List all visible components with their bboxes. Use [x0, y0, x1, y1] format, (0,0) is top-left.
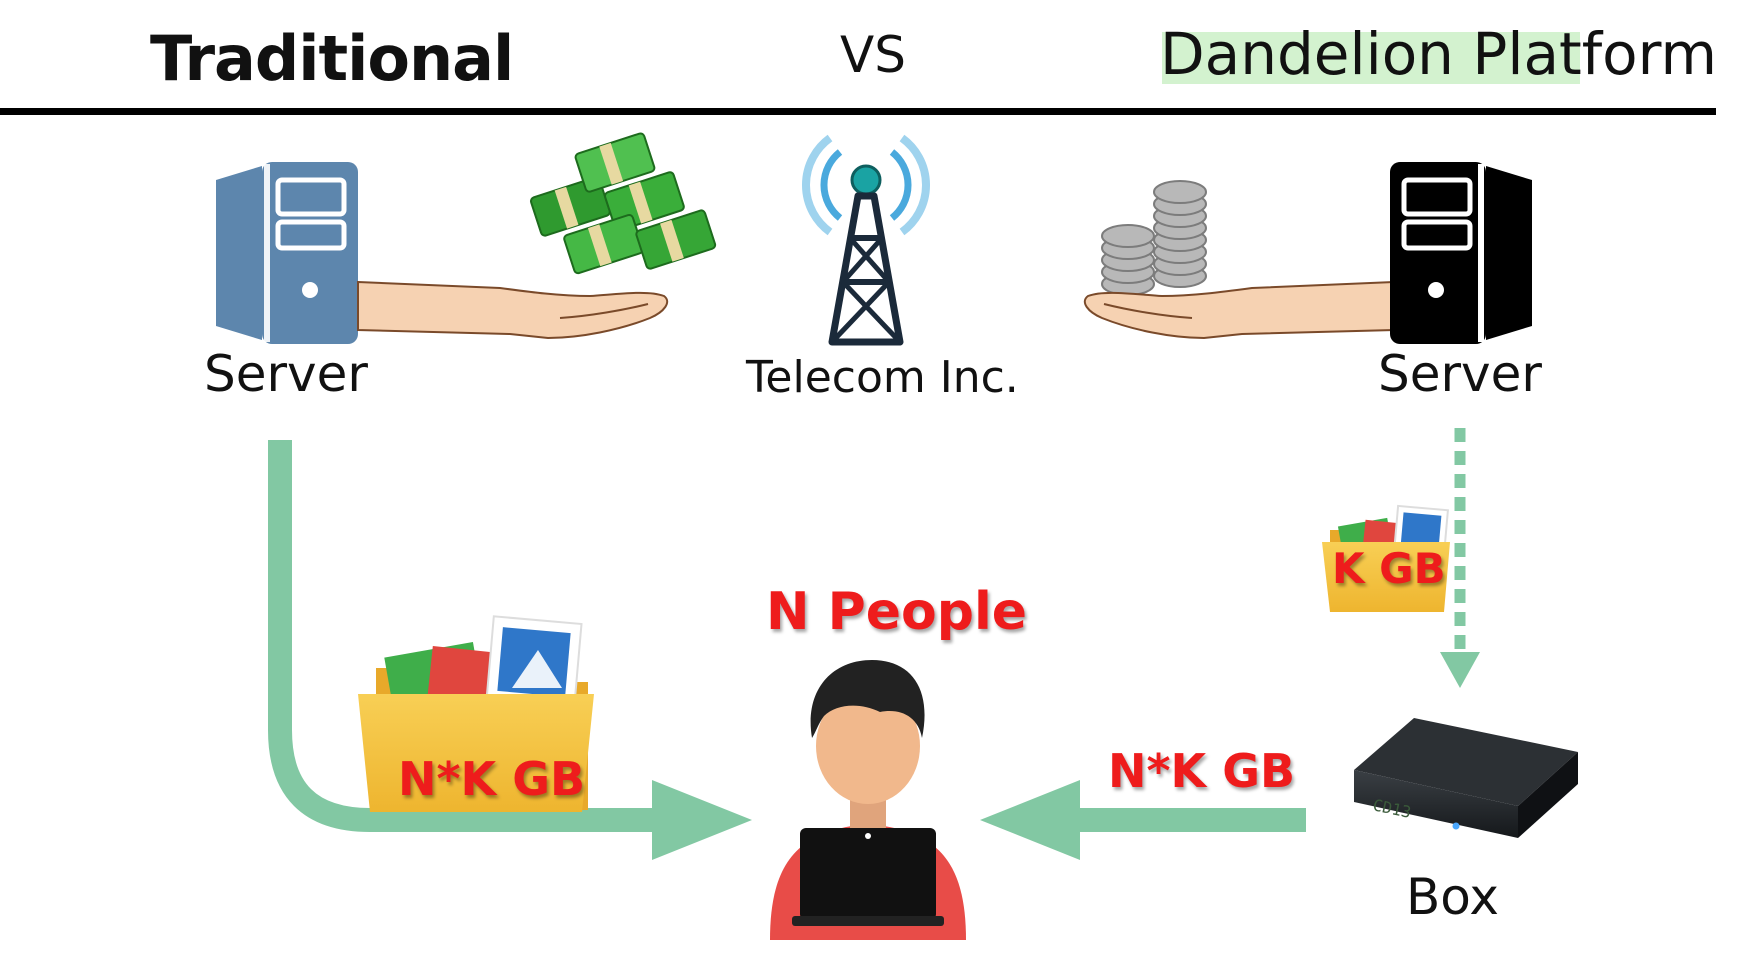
box-label: Box: [1406, 868, 1499, 926]
box-transfer-size-label: N*K GB: [1108, 744, 1296, 798]
hand-right-icon: [1083, 280, 1395, 340]
arrow-box-to-people: [980, 780, 1306, 860]
server-left-icon: [216, 162, 358, 344]
folder-right-icon: [1322, 504, 1450, 612]
title-traditional: Traditional: [150, 22, 514, 95]
cash-stack-icon: [529, 132, 717, 275]
person-icon: [770, 660, 966, 940]
folder-left-icon: [358, 615, 594, 812]
box-device-icon: CD13: [1354, 718, 1578, 838]
telecom-tower-icon: [801, 134, 931, 346]
arrow-server-to-people: [268, 440, 752, 860]
header-divider: [0, 108, 1716, 115]
left-folder-size-label: N*K GB: [398, 752, 586, 806]
hand-left-icon: [357, 280, 669, 340]
right-folder-size-label: K GB: [1332, 544, 1446, 593]
server-right-icon: [1390, 162, 1532, 344]
arrow-server-to-box: [1440, 428, 1480, 688]
telecom-label: Telecom Inc.: [746, 352, 1019, 403]
server-right-label: Server: [1378, 345, 1542, 403]
title-highlight: [1162, 32, 1580, 84]
title-dandelion-platform: Dandelion Platform: [1160, 20, 1717, 88]
coin-stack-icon: [1101, 180, 1207, 296]
title-vs: VS: [840, 26, 906, 84]
people-label: N People: [766, 582, 1028, 642]
server-left-label: Server: [204, 345, 368, 403]
